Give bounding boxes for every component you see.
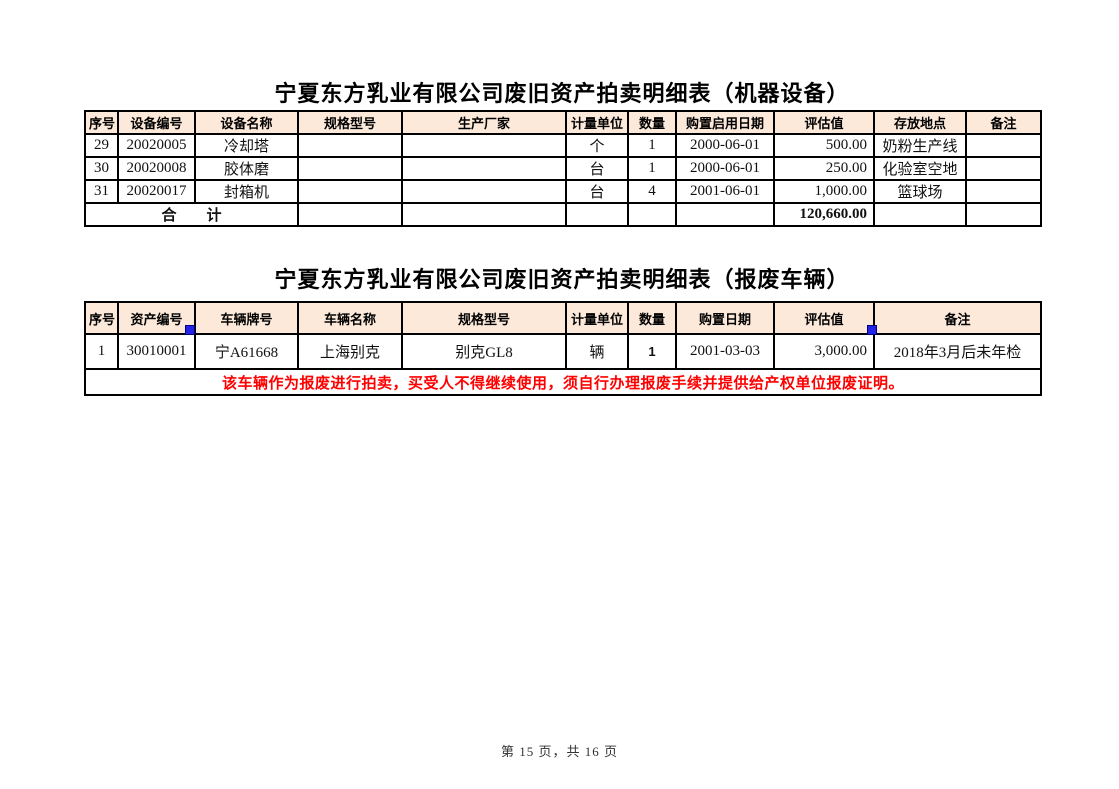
cell-remark <box>965 179 1042 204</box>
cell-plate-no: 宁A61668 <box>194 333 299 370</box>
cell-manufacturer <box>401 179 567 204</box>
cell-manufacturer <box>401 156 567 181</box>
table2-title: 宁夏东方乳业有限公司废旧资产拍卖明细表（报废车辆） <box>274 267 850 292</box>
table2-header-unit: 计量单位 <box>565 301 629 335</box>
cell-remark: 2018年3月后未年检 <box>873 333 1042 370</box>
table2-header-qty: 数量 <box>627 301 677 335</box>
table1-header-device-name: 设备名称 <box>194 110 299 135</box>
table2-header-plate-no: 车辆牌号 <box>194 301 299 335</box>
table1-header-manufacturer: 生产厂家 <box>401 110 567 135</box>
cell-device-id: 20020005 <box>117 133 196 158</box>
cell-qty: 1 <box>627 333 677 370</box>
cell-device-id: 20020008 <box>117 156 196 181</box>
table1-header-purchase-date: 购置启用日期 <box>675 110 775 135</box>
cell-purchase-date: 2000-06-01 <box>675 133 775 158</box>
scrap-notice-text: 该车辆作为报废进行拍卖，买受人不得继续使用，须自行办理报废手续并提供给产权单位报… <box>84 368 1042 396</box>
cell-manufacturer <box>401 133 567 158</box>
annotation-marker-icon[interactable] <box>867 325 877 335</box>
table2-header-seq: 序号 <box>84 301 119 335</box>
cell-spec <box>297 133 403 158</box>
table1-total-row: 合 计 120,660.00 <box>84 202 1042 227</box>
cell-purchase-date: 2001-03-03 <box>675 333 775 370</box>
cell-vehicle-name: 上海别克 <box>297 333 403 370</box>
cell-unit: 辆 <box>565 333 629 370</box>
table1-header-spec: 规格型号 <box>297 110 403 135</box>
cell-location: 篮球场 <box>873 179 967 204</box>
table1-header-seq: 序号 <box>84 110 119 135</box>
cell-location: 奶粉生产线 <box>873 133 967 158</box>
table1-header-location: 存放地点 <box>873 110 967 135</box>
cell-qty: 1 <box>627 156 677 181</box>
cell-purchase-date: 2001-06-01 <box>675 179 775 204</box>
cell-device-name: 封箱机 <box>194 179 299 204</box>
cell-seq: 1 <box>84 333 119 370</box>
table1-row: 29 20020005 冷却塔 个 1 2000-06-01 500.00 奶粉… <box>84 133 1042 158</box>
table2-row: 1 30010001 宁A61668 上海别克 别克GL8 辆 1 2001-0… <box>84 333 1042 370</box>
table1-header-row: 序号 设备编号 设备名称 规格型号 生产厂家 计量单位 数量 购置启用日期 评估… <box>84 110 1042 135</box>
cell-unit: 个 <box>565 133 629 158</box>
empty-cell <box>873 202 967 227</box>
cell-seq: 30 <box>84 156 119 181</box>
total-label: 合 计 <box>84 202 299 227</box>
empty-cell <box>627 202 677 227</box>
cell-location: 化验室空地 <box>873 156 967 181</box>
cell-appraisal: 3,000.00 <box>773 333 875 370</box>
empty-cell <box>401 202 567 227</box>
table1-header-device-id: 设备编号 <box>117 110 196 135</box>
cell-spec: 别克GL8 <box>401 333 567 370</box>
table1-row: 30 20020008 胶体磨 台 1 2000-06-01 250.00 化验… <box>84 156 1042 181</box>
table1-header-appraisal: 评估值 <box>773 110 875 135</box>
table2-vehicles: 序号 资产编号 车辆牌号 车辆名称 规格型号 计量单位 数量 购置日期 评估值 … <box>84 301 1042 396</box>
table2-header-vehicle-name: 车辆名称 <box>297 301 403 335</box>
table1-header-remark: 备注 <box>965 110 1042 135</box>
empty-cell <box>565 202 629 227</box>
cell-qty: 1 <box>627 133 677 158</box>
cell-unit: 台 <box>565 179 629 204</box>
cell-appraisal: 500.00 <box>773 133 875 158</box>
empty-cell <box>965 202 1042 227</box>
cell-remark <box>965 156 1042 181</box>
cell-spec <box>297 179 403 204</box>
cell-remark <box>965 133 1042 158</box>
cell-seq: 29 <box>84 133 119 158</box>
cell-purchase-date: 2000-06-01 <box>675 156 775 181</box>
table2-header-remark: 备注 <box>873 301 1042 335</box>
annotation-marker-icon[interactable] <box>185 325 195 335</box>
table1-machinery: 序号 设备编号 设备名称 规格型号 生产厂家 计量单位 数量 购置启用日期 评估… <box>84 110 1042 227</box>
table2-header-asset-id: 资产编号 <box>117 301 196 335</box>
cell-unit: 台 <box>565 156 629 181</box>
table1-header-unit: 计量单位 <box>565 110 629 135</box>
cell-spec <box>297 156 403 181</box>
cell-device-name: 胶体磨 <box>194 156 299 181</box>
table2-header-appraisal: 评估值 <box>773 301 875 335</box>
cell-qty: 4 <box>627 179 677 204</box>
table1-row: 31 20020017 封箱机 台 4 2001-06-01 1,000.00 … <box>84 179 1042 204</box>
total-appraisal-value: 120,660.00 <box>773 202 875 227</box>
cell-asset-id: 30010001 <box>117 333 196 370</box>
table1-title: 宁夏东方乳业有限公司废旧资产拍卖明细表（机器设备） <box>274 81 850 106</box>
empty-cell <box>675 202 775 227</box>
table2-header-row: 序号 资产编号 车辆牌号 车辆名称 规格型号 计量单位 数量 购置日期 评估值 … <box>84 301 1042 335</box>
cell-seq: 31 <box>84 179 119 204</box>
cell-device-id: 20020017 <box>117 179 196 204</box>
table2-header-spec: 规格型号 <box>401 301 567 335</box>
table1-header-qty: 数量 <box>627 110 677 135</box>
page-number-footer: 第 15 页，共 16 页 <box>500 744 618 759</box>
table2-notice-row: 该车辆作为报废进行拍卖，买受人不得继续使用，须自行办理报废手续并提供给产权单位报… <box>84 368 1042 396</box>
cell-appraisal: 250.00 <box>773 156 875 181</box>
table2-header-purchase-date: 购置日期 <box>675 301 775 335</box>
cell-device-name: 冷却塔 <box>194 133 299 158</box>
cell-appraisal: 1,000.00 <box>773 179 875 204</box>
empty-cell <box>297 202 403 227</box>
